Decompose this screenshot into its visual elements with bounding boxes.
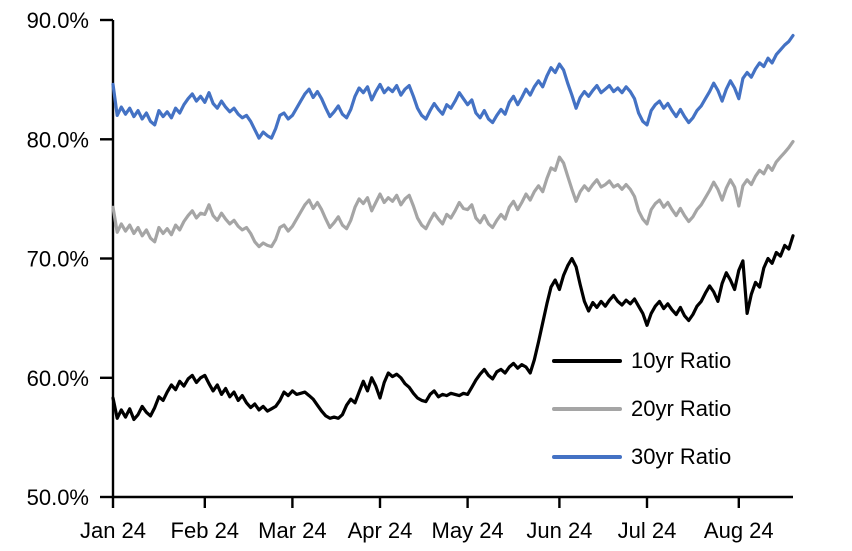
x-tick-label: May 24 xyxy=(432,518,504,543)
legend-item-20yr-ratio: 20yr Ratio xyxy=(552,396,731,422)
x-tick-label: Jul 24 xyxy=(618,518,677,543)
x-tick-label: Mar 24 xyxy=(258,518,326,543)
legend-item-10yr-ratio: 10yr Ratio xyxy=(552,348,731,374)
x-tick-label: Jun 24 xyxy=(526,518,592,543)
y-tick-label: 60.0% xyxy=(27,366,89,391)
legend-item-30yr-ratio: 30yr Ratio xyxy=(552,444,731,470)
legend-swatch-10yr-ratio xyxy=(552,359,622,363)
legend-label-20yr-ratio: 20yr Ratio xyxy=(631,396,732,421)
legend-label-10yr-ratio: 10yr Ratio xyxy=(631,348,732,373)
legend-swatch-30yr-ratio xyxy=(552,455,622,459)
legend-swatch-20yr-ratio xyxy=(552,407,622,411)
x-tick-label: Aug 24 xyxy=(704,518,774,543)
y-tick-label: 90.0% xyxy=(27,8,89,33)
x-tick-label: Jan 24 xyxy=(80,518,146,543)
y-tick-label: 80.0% xyxy=(27,127,89,152)
y-tick-label: 50.0% xyxy=(27,485,89,510)
y-tick-label: 70.0% xyxy=(27,247,89,272)
legend: 10yr Ratio 20yr Ratio 30yr Ratio xyxy=(552,348,731,492)
legend-label-30yr-ratio: 30yr Ratio xyxy=(631,444,732,469)
series-line-20yr-ratio xyxy=(111,140,795,249)
x-tick-label: Apr 24 xyxy=(348,518,413,543)
series-line-30yr-ratio xyxy=(111,33,795,140)
x-tick-label: Feb 24 xyxy=(171,518,240,543)
series-line-10yr-ratio xyxy=(111,234,795,422)
